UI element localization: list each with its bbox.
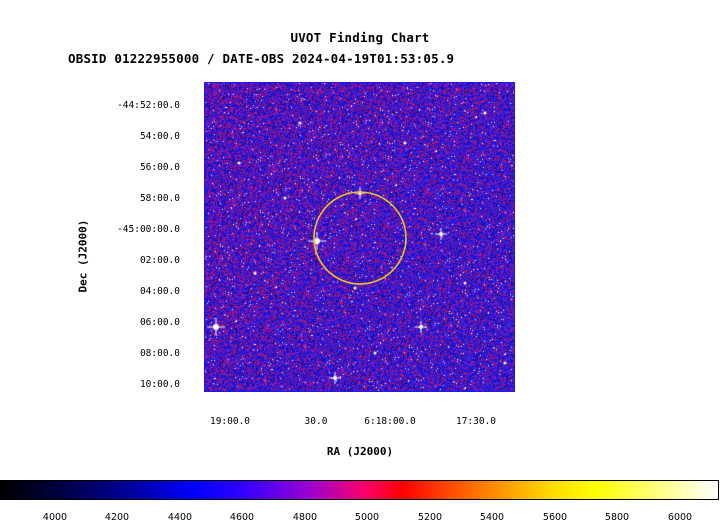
dec-tick-label: 06:00.0 [139,317,180,328]
colorbar-tick: 4400 [167,512,193,523]
colorbar-tick: 4600 [229,512,255,523]
dec-tick-label: 54:00.0 [139,131,180,142]
colorbar [0,480,719,500]
colorbar-tick: 6000 [667,512,693,523]
dec-tick-label: 08:00.0 [139,348,180,359]
colorbar-tick: 4800 [292,512,318,523]
dec-tick-label: 58:00.0 [139,193,180,204]
colorbar-tick: 5800 [604,512,630,523]
dec-tick-label: 10:00.0 [139,379,180,390]
ra-tick-label: 17:30.0 [455,416,497,427]
overlay [313,191,407,285]
colorbar-tick: 4200 [104,512,130,523]
colorbar-tick: 4000 [42,512,68,523]
colorbar-tick: 5200 [417,512,443,523]
dec-tick-label: 56:00.0 [139,162,180,173]
colorbar-tick: 5000 [354,512,380,523]
dec-tick-label: 02:00.0 [139,255,180,266]
sky-image[interactable] [204,82,515,392]
colorbar-tick: 5400 [479,512,505,523]
chart-subtitle: OBSID 01222955000 / DATE-OBS 2024-04-19T… [68,51,455,66]
dec-tick-label: -45:00:00.0 [117,224,180,235]
sky-image-canvas [205,83,514,391]
dec-tick-label: 04:00.0 [139,286,180,297]
dec-tick-label: -44:52:00.0 [117,100,180,111]
ra-tick-label: 19:00.0 [209,416,251,427]
target-circle [313,191,407,285]
chart-title: UVOT Finding Chart [290,30,430,45]
dec-axis-label: Dec (J2000) [76,219,90,293]
ra-axis-label: RA (J2000) [326,445,394,458]
colorbar-tick: 5600 [542,512,568,523]
ra-tick-label: 6:18:00.0 [364,416,416,427]
ra-tick-label: 30.0 [304,416,328,427]
